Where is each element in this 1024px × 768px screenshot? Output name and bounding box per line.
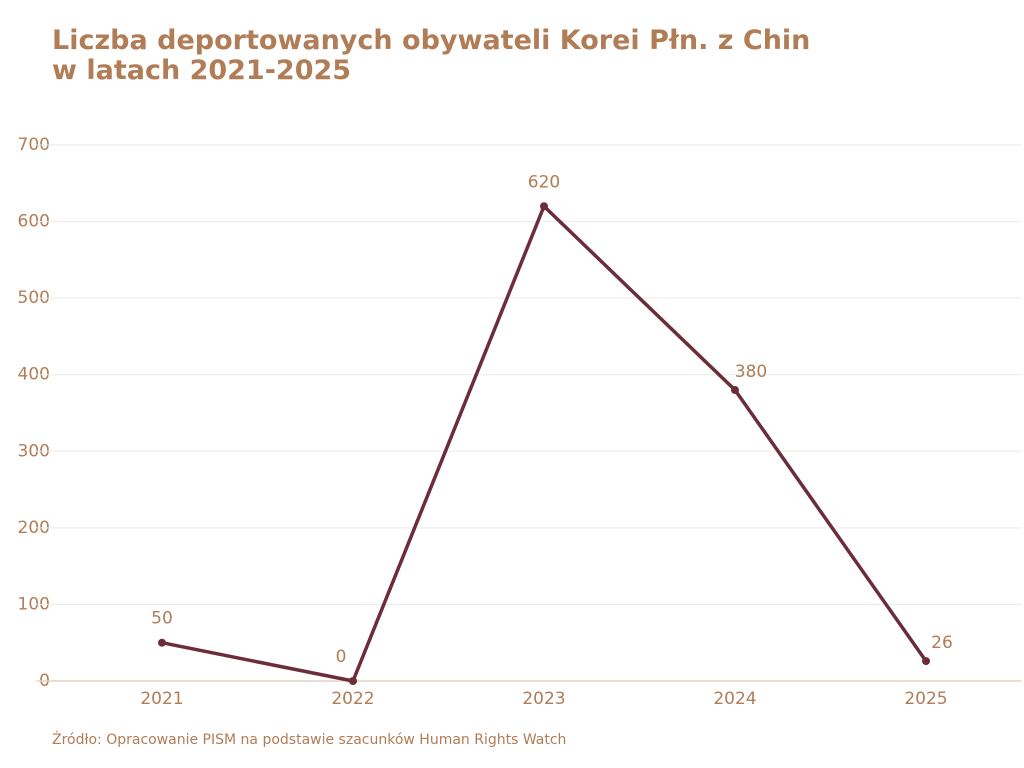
y-tick-label: 600 <box>18 212 50 232</box>
y-tick-label: 100 <box>18 594 50 614</box>
x-tick-label: 2024 <box>713 689 756 709</box>
x-tick-label: 2023 <box>522 689 565 709</box>
y-tick-label: 300 <box>18 441 50 461</box>
data-label: 620 <box>528 172 560 192</box>
data-line <box>161 204 928 683</box>
data-label: 380 <box>735 362 767 382</box>
chart-title: Liczba deportowanych obywateli Korei Płn… <box>52 25 811 86</box>
y-tick-label: 500 <box>18 288 50 308</box>
x-tick-label: 2025 <box>904 689 947 709</box>
data-point <box>540 202 548 211</box>
data-point <box>158 638 166 647</box>
data-label: 26 <box>931 633 953 653</box>
y-tick-label: 200 <box>18 518 50 538</box>
data-point <box>731 386 739 395</box>
x-tick-label: 2021 <box>140 689 183 709</box>
y-tick-label: 400 <box>18 365 50 385</box>
x-tick-label: 2022 <box>331 689 374 709</box>
source-note: Źródło: Opracowanie PISM na podstawie sz… <box>52 732 567 748</box>
data-point <box>922 657 930 666</box>
data-label: 0 <box>336 647 347 667</box>
data-label: 50 <box>151 609 173 629</box>
data-point <box>349 677 357 685</box>
y-tick-label: 700 <box>18 135 50 155</box>
